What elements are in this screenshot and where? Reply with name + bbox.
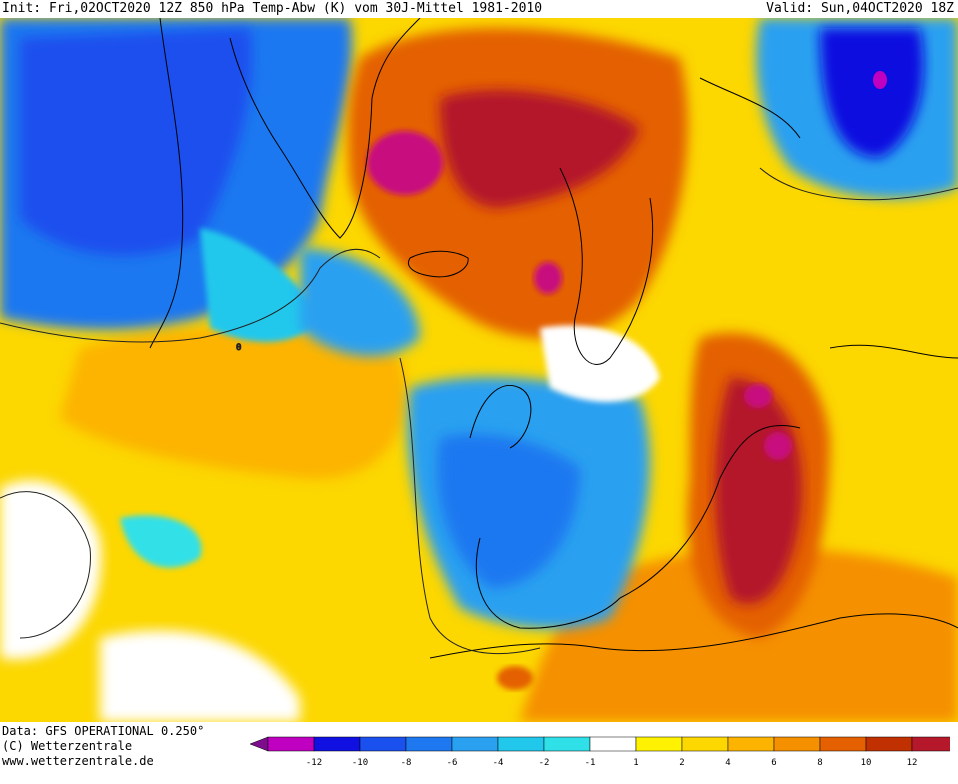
zero-contour: 0 [0,167,958,655]
color-scale-legend: -12 -10 -8 -6 -4 -2 -1 1 2 4 6 8 10 12 [250,736,950,768]
legend-swatch [589,736,637,752]
legend-swatch [865,736,913,752]
coastline-greenland-west [229,37,373,239]
legend-tick-label: 8 [817,758,822,768]
field-hot-north [440,89,640,208]
coastline-iceland [407,250,469,278]
legend-swatch [497,736,545,752]
legend-swatch [267,736,315,752]
field-warm-morocco [497,666,533,690]
valid-time: Valid: Sun,04OCT2020 18Z [766,1,954,16]
legend-tick-label: 4 [725,758,730,768]
zero-contour-northeast [759,167,958,201]
coastlines [149,18,958,659]
header-left: Init: Fri,02OCT2020 12Z 850 hPa Temp-Abw… [2,1,542,16]
coastline-mediterranean-north [619,424,801,599]
field-atlantic-orange [60,326,406,479]
init-time: Init: Fri,02OCT2020 12Z [2,1,183,16]
coastline-britain [469,385,532,449]
zero-contour-southwest [0,491,91,639]
field-cold-irminger [300,248,420,357]
coastline-scandinavia [559,167,654,365]
legend-tick-label: -10 [352,758,368,768]
legend-tick-label: 12 [907,758,918,768]
field-cool-west-patch [120,515,202,568]
field-neutral-south [100,630,300,722]
anomaly-fields [0,18,958,722]
legend-tick-label: -6 [447,758,458,768]
chart-title: 850 hPa Temp-Abw (K) vom 30J-Mittel 1981… [189,1,543,16]
coastline-white-sea [699,77,801,139]
legend-tick-label: 10 [861,758,872,768]
chart-header: Init: Fri,02OCT2020 12Z 850 hPa Temp-Abw… [0,0,958,18]
legend-swatch [819,736,867,752]
legend-arrow-min [250,736,269,752]
field-min-northeast [873,71,887,89]
copyright: (C) Wetterzentrale [2,739,133,753]
website: www.wetterzentrale.de [2,754,154,768]
coastline-iberia [475,537,621,629]
legend-swatch [911,736,950,752]
legend-swatch [773,736,821,752]
coastline-black-sea [829,344,958,359]
legend-swatch [727,736,775,752]
chart-footer: Data: GFS OPERATIONAL 0.250° (C) Wetterz… [0,722,958,784]
legend-tick-label: 1 [633,758,638,768]
coastline-greenland-east [371,18,421,99]
field-africa-orange [520,548,958,722]
legend-tick-label: -1 [585,758,596,768]
data-source: Data: GFS OPERATIONAL 0.250° [2,724,205,738]
anomaly-map: 0 [0,18,958,722]
legend-swatch [543,736,591,752]
field-max-greenland [367,131,443,195]
field-cold-west-edge [200,228,320,342]
legend-swatch [635,736,683,752]
legend-tick-label: 6 [771,758,776,768]
legend-tick-label: -2 [539,758,550,768]
legend-swatch [451,736,499,752]
coastline-africa-north [429,613,958,659]
zero-contour-europe [399,357,541,655]
field-cold-northeast-core [820,28,924,158]
legend-tick-label: 2 [679,758,684,768]
legend-swatch [313,736,361,752]
zero-contour-label: 0 [236,343,241,353]
field-cold-europe-core [437,434,580,588]
legend-swatch [359,736,407,752]
field-max-scandinavia [534,262,562,294]
zero-contour-north [0,248,381,343]
coastline-labrador [149,18,184,349]
anomaly-map-svg: 0 [0,18,958,722]
legend-tick-label: -12 [306,758,322,768]
legend-swatch [681,736,729,752]
legend-tick-label: -8 [401,758,412,768]
legend-swatch [405,736,453,752]
field-neutral-west [0,480,102,660]
field-max-balkans-south [764,432,792,460]
field-cold-west-core [20,28,252,256]
field-max-balkans-north [744,384,772,408]
legend-tick-label: -4 [493,758,504,768]
